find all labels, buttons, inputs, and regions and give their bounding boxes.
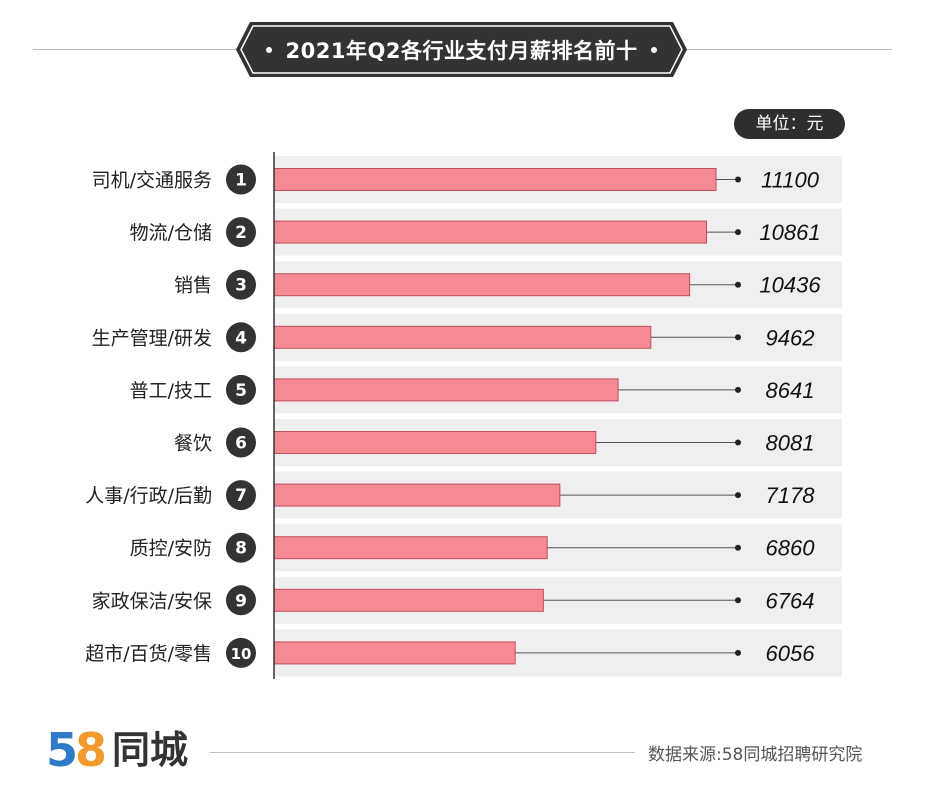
rank-number: 9 xyxy=(235,591,247,611)
unit-badge: 单位：元 xyxy=(734,109,845,139)
leader-dot xyxy=(735,439,741,446)
logo-mark: 58 xyxy=(46,723,107,777)
rank-number: 1 xyxy=(235,171,247,191)
value-label: 6764 xyxy=(766,588,815,613)
rank-badge xyxy=(226,637,256,668)
logo-58tongcheng: 58 同城 xyxy=(46,725,188,775)
category-label: 普工/技工 xyxy=(130,380,212,402)
page-title: 2021年Q2各行业支付月薪排名前十 xyxy=(285,38,638,63)
category-label: 生产管理/研发 xyxy=(92,327,212,349)
title-rule-left xyxy=(33,49,238,50)
value-label: 6056 xyxy=(766,641,816,666)
bar xyxy=(273,325,652,349)
rank-badge xyxy=(226,269,256,300)
leader-dot xyxy=(735,281,741,288)
bar xyxy=(273,378,619,402)
bar xyxy=(273,588,544,612)
rank-number: 4 xyxy=(235,328,247,348)
title-rule-right xyxy=(687,49,892,50)
bar xyxy=(273,273,691,297)
category-label: 超市/百货/零售 xyxy=(85,643,212,665)
leader-dot xyxy=(735,649,741,656)
rank-number: 3 xyxy=(235,276,247,296)
value-label: 8081 xyxy=(766,431,815,456)
category-label: 司机/交通服务 xyxy=(92,170,212,192)
rank-badge xyxy=(226,322,256,353)
leader-dot xyxy=(735,176,741,183)
rank-number: 2 xyxy=(235,223,247,243)
title-dot-right xyxy=(651,46,658,53)
bar xyxy=(273,431,597,454)
category-label: 餐饮 xyxy=(174,433,212,455)
category-label: 销售 xyxy=(174,275,212,297)
title-banner: 2021年Q2各行业支付月薪排名前十 xyxy=(236,22,687,77)
rank-badge xyxy=(226,480,256,511)
rank-number: 7 xyxy=(235,486,247,506)
bar xyxy=(273,536,548,560)
data-source: 数据来源:58同城招聘研究院 xyxy=(648,745,863,765)
leader-dot xyxy=(735,229,741,236)
category-label: 质控/安防 xyxy=(130,538,212,560)
value-label: 9462 xyxy=(766,325,815,350)
bar xyxy=(273,641,516,665)
title-dot-left xyxy=(265,46,272,53)
category-label: 人事/行政/后勤 xyxy=(85,485,212,507)
rank-badge xyxy=(226,585,256,616)
logo-text: 同城 xyxy=(112,728,189,772)
rank-number: 5 xyxy=(235,381,247,401)
value-label: 11100 xyxy=(761,168,820,193)
leader-dot xyxy=(735,334,741,341)
rank-number: 8 xyxy=(235,539,247,559)
leader-dot xyxy=(735,544,741,551)
leader-dot xyxy=(735,386,741,393)
bar xyxy=(273,483,561,507)
value-label: 6860 xyxy=(766,536,816,561)
rank-number: 10 xyxy=(231,645,252,663)
bar xyxy=(273,168,717,191)
rank-badge xyxy=(226,164,256,195)
leader-dot xyxy=(735,597,741,604)
leader-dot xyxy=(735,492,741,499)
rank-badge xyxy=(226,217,256,248)
rank-badge xyxy=(226,427,256,458)
rank-badge xyxy=(226,532,256,563)
footer-rule xyxy=(210,752,635,753)
value-label: 7178 xyxy=(766,483,816,508)
value-label: 8641 xyxy=(766,378,815,403)
value-label: 10436 xyxy=(759,273,821,298)
rank-badge xyxy=(226,374,256,405)
value-label: 10861 xyxy=(759,220,820,245)
rank-number: 6 xyxy=(235,434,247,454)
category-label: 物流/仓储 xyxy=(130,222,212,244)
category-label: 家政保洁/安保 xyxy=(92,590,212,612)
bar xyxy=(273,220,708,244)
